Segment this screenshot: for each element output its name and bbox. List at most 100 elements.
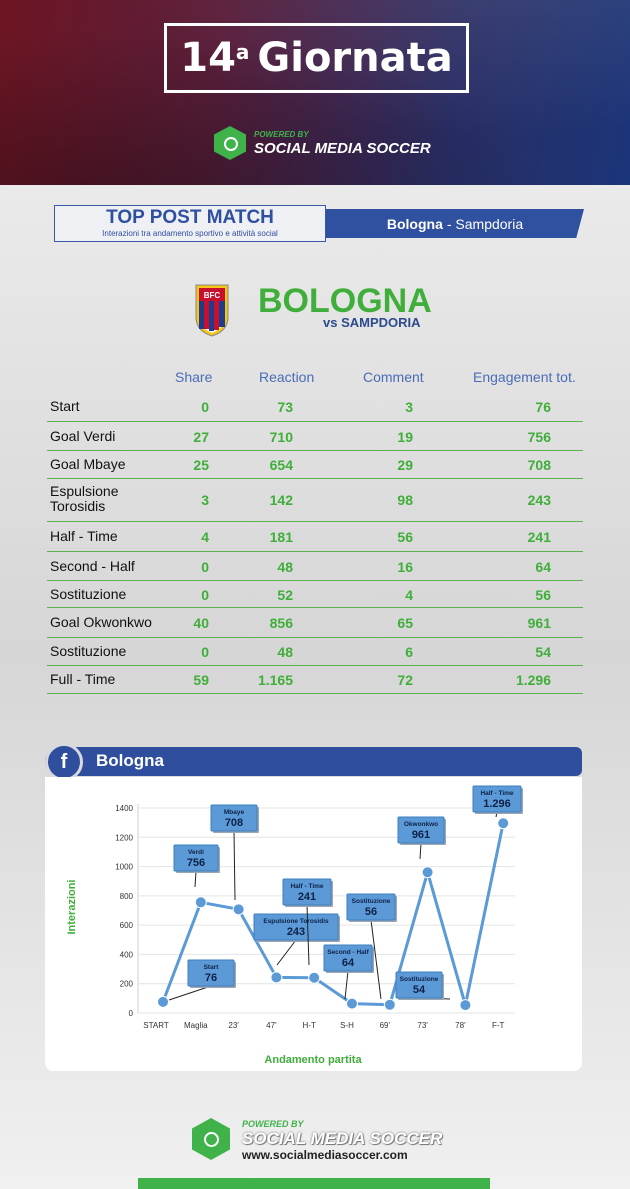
top-post-match-title: TOP POST MATCH bbox=[106, 207, 274, 228]
callout-bg bbox=[346, 893, 396, 921]
callout-value: 56 bbox=[365, 906, 377, 918]
callout-bg bbox=[253, 913, 339, 941]
cell-engagement: 64 bbox=[535, 559, 551, 575]
table-row: Goal Mbaye 25 654 29 708 bbox=[47, 451, 583, 479]
social-media-soccer-logo-icon bbox=[214, 126, 246, 160]
table-row: Sostituzione 0 48 6 54 bbox=[47, 638, 583, 666]
engagement-line-chart: 0 200 400 600 800 1000 1200 1400 START Maglia 23' 4… bbox=[66, 785, 523, 1066]
table-row: Second - Half 0 48 16 64 bbox=[47, 552, 583, 581]
match-band: Bologna - Sampdoria bbox=[326, 209, 584, 238]
cell-engagement: 241 bbox=[527, 529, 551, 545]
cell-comment: 65 bbox=[397, 615, 413, 631]
y-tick-label: 1200 bbox=[115, 833, 133, 842]
cell-reaction: 856 bbox=[269, 615, 293, 631]
cell-comment: 16 bbox=[397, 559, 413, 575]
row-label: Start bbox=[50, 398, 80, 414]
row-label: Goal Okwonkwo bbox=[50, 614, 152, 630]
crest-text: BFC bbox=[204, 291, 221, 300]
brand-name: SOCIAL MEDIA SOCCER bbox=[254, 139, 431, 157]
callout-value: 54 bbox=[413, 984, 426, 996]
table-row: Espulsione Torosidis 3 142 98 243 bbox=[47, 479, 583, 522]
callout-value: 708 bbox=[225, 817, 243, 829]
cell-share: 27 bbox=[193, 429, 209, 445]
col-header-comment: Comment bbox=[363, 369, 424, 385]
cell-reaction: 48 bbox=[277, 644, 293, 660]
bologna-crest-icon: BFC bbox=[195, 284, 229, 337]
powered-by-logo: POWERED BY SOCIAL MEDIA SOCCER bbox=[214, 125, 431, 161]
powered-by-label: POWERED BY bbox=[254, 129, 309, 139]
cell-reaction: 654 bbox=[269, 457, 293, 473]
cell-reaction: 710 bbox=[269, 429, 293, 445]
cell-share: 0 bbox=[201, 587, 209, 603]
callout-bg bbox=[395, 971, 443, 999]
table-row: Goal Okwonkwo 40 856 65 961 bbox=[47, 608, 583, 638]
cell-share: 3 bbox=[201, 492, 209, 508]
callout-bg bbox=[173, 844, 219, 872]
footer-url: www.socialmediasoccer.com bbox=[242, 1148, 408, 1162]
cell-comment: 72 bbox=[397, 672, 413, 688]
cell-engagement: 756 bbox=[527, 429, 551, 445]
title-number: 14 bbox=[180, 35, 236, 81]
cell-engagement: 243 bbox=[527, 492, 551, 508]
callout-label: Second - Half bbox=[327, 949, 369, 956]
data-point bbox=[157, 995, 169, 1008]
callout-value: 64 bbox=[342, 957, 355, 969]
x-tick-label: Maglia bbox=[184, 1021, 208, 1030]
page-title: 14 a Giornata bbox=[164, 23, 469, 93]
row-label: Sostituzione bbox=[50, 643, 127, 659]
col-header-engagement: Engagement tot. bbox=[473, 369, 576, 385]
callout-label: Start bbox=[204, 964, 220, 971]
callout-label: Okwonkwo bbox=[404, 821, 438, 828]
y-tick-label: 1000 bbox=[115, 863, 133, 872]
data-point bbox=[497, 817, 510, 830]
table-row: Start 0 73 3 76 bbox=[47, 392, 583, 422]
cell-reaction: 52 bbox=[277, 587, 293, 603]
cell-engagement: 708 bbox=[527, 457, 551, 473]
facebook-section-title: Bologna bbox=[96, 751, 164, 770]
data-point bbox=[308, 971, 321, 984]
callout-bg bbox=[472, 785, 522, 813]
x-tick-label: H-T bbox=[303, 1021, 316, 1030]
cell-share: 25 bbox=[193, 457, 209, 473]
facebook-band bbox=[45, 747, 582, 776]
x-tick-label: START bbox=[143, 1021, 169, 1030]
x-tick-label: S-H bbox=[340, 1021, 354, 1030]
callout-bg bbox=[210, 804, 258, 832]
callout-leader bbox=[370, 919, 382, 1000]
x-tick-label: 47' bbox=[266, 1021, 277, 1030]
cell-share: 0 bbox=[201, 559, 209, 575]
cell-reaction: 1.165 bbox=[257, 672, 293, 688]
row-label: Second - Half bbox=[50, 558, 135, 574]
callout-value: 961 bbox=[412, 829, 430, 841]
cell-comment: 98 bbox=[397, 492, 413, 508]
footer-powered-by: POWERED BY bbox=[242, 1119, 304, 1129]
callout-label: Sostituzione bbox=[352, 898, 391, 905]
data-point bbox=[270, 971, 283, 984]
callout-bg bbox=[397, 816, 445, 844]
callout-leader bbox=[168, 985, 212, 1001]
top-post-match-subtitle: Interazioni tra andamento sportivo e att… bbox=[102, 229, 278, 238]
cell-comment: 29 bbox=[397, 457, 413, 473]
table-row: Sostituzione 0 52 4 56 bbox=[47, 581, 583, 608]
row-label: Goal Verdi bbox=[50, 428, 116, 444]
table-row: Half - Time 4 181 56 241 bbox=[47, 522, 583, 552]
table-row: Goal Verdi 27 710 19 756 bbox=[47, 422, 583, 451]
cell-share: 4 bbox=[201, 529, 209, 545]
opponent-label: vs SAMPDORIA bbox=[323, 315, 421, 330]
cell-comment: 19 bbox=[397, 429, 413, 445]
cell-engagement: 56 bbox=[535, 587, 551, 603]
cell-reaction: 48 bbox=[277, 559, 293, 575]
row-label: Full - Time bbox=[50, 671, 116, 687]
x-tick-label: 69' bbox=[380, 1021, 391, 1030]
cell-share: 40 bbox=[193, 615, 209, 631]
y-tick-label: 1400 bbox=[115, 804, 133, 813]
cell-share: 0 bbox=[201, 399, 209, 415]
y-axis-title: Interazioni bbox=[66, 879, 78, 934]
